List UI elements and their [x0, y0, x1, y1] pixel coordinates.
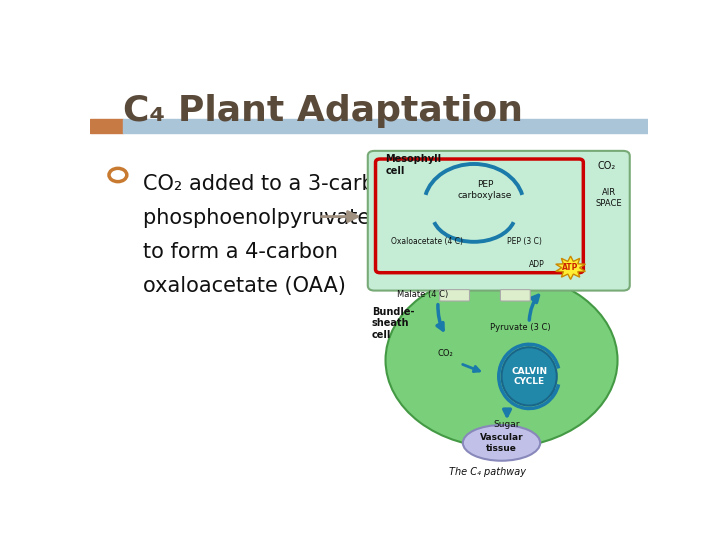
Text: CO₂: CO₂ — [598, 161, 616, 171]
Bar — [124, 119, 648, 133]
Text: Malate (4 C): Malate (4 C) — [397, 291, 448, 300]
Text: to form a 4-carbon: to form a 4-carbon — [143, 242, 338, 262]
Text: CO₂ added to a 3-carbon: CO₂ added to a 3-carbon — [143, 174, 400, 194]
Text: Bundle-
sheath
cell: Bundle- sheath cell — [372, 307, 414, 340]
Text: CO₂: CO₂ — [438, 349, 454, 358]
Text: Mesophyll
cell: Mesophyll cell — [385, 154, 441, 176]
Text: Pyruvate (3 C): Pyruvate (3 C) — [490, 323, 551, 332]
FancyBboxPatch shape — [440, 289, 469, 301]
Ellipse shape — [463, 425, 540, 461]
Polygon shape — [556, 256, 585, 279]
Text: Vascular
tissue: Vascular tissue — [480, 433, 523, 453]
Text: CALVIN
CYCLE: CALVIN CYCLE — [511, 367, 547, 386]
Text: oxaloacetate (OAA): oxaloacetate (OAA) — [143, 276, 346, 296]
Text: phosphoenolpyruvate (PEP): phosphoenolpyruvate (PEP) — [143, 208, 431, 228]
Text: PEP
carboxylase: PEP carboxylase — [458, 180, 512, 200]
Text: Oxaloacetate (4 C): Oxaloacetate (4 C) — [391, 237, 463, 246]
Text: PEP (3 C): PEP (3 C) — [507, 237, 542, 246]
FancyBboxPatch shape — [500, 289, 530, 301]
Bar — [90, 119, 124, 133]
Ellipse shape — [385, 273, 618, 448]
Text: Sugar: Sugar — [494, 420, 521, 429]
Text: The C₄ pathway: The C₄ pathway — [449, 467, 526, 477]
Text: ADP: ADP — [529, 260, 545, 269]
FancyBboxPatch shape — [368, 151, 630, 291]
Ellipse shape — [502, 347, 557, 406]
Text: ATP: ATP — [562, 264, 579, 272]
Text: AIR
SPACE: AIR SPACE — [596, 188, 623, 208]
Text: C₄ Plant Adaptation: C₄ Plant Adaptation — [124, 94, 523, 128]
